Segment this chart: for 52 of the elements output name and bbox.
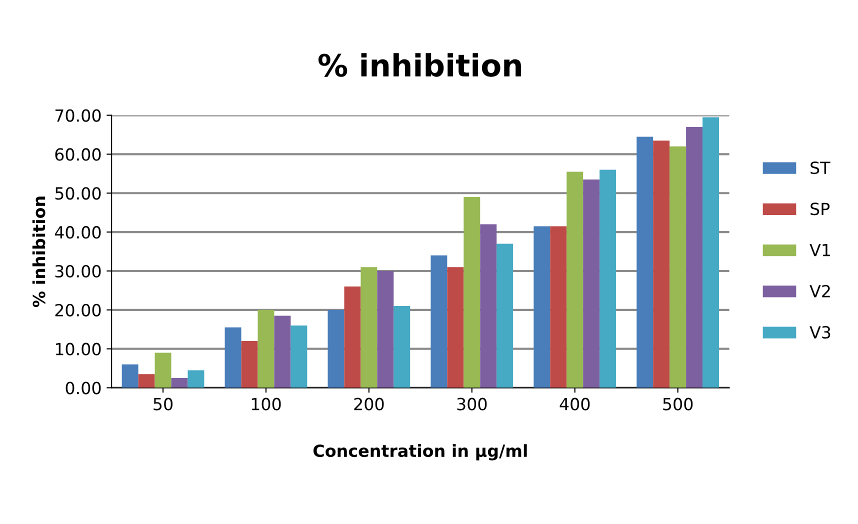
chart-title: % inhibition <box>318 53 521 77</box>
y-tick-label: 70.00 <box>55 109 101 122</box>
bar <box>241 341 258 388</box>
bar <box>188 370 204 388</box>
y-tick-label: 50.00 <box>55 187 101 200</box>
bar <box>138 374 155 388</box>
y-tick-label: 40.00 <box>54 226 101 239</box>
bar <box>702 117 720 388</box>
x-tick-label: 50 <box>154 398 173 410</box>
bar <box>258 310 274 388</box>
x-tick-label: 100 <box>252 398 281 410</box>
legend-label: ST <box>810 161 830 174</box>
y-tick-label: 0.00 <box>66 382 101 394</box>
legend-label: V2 <box>810 284 830 298</box>
bar <box>480 224 497 388</box>
bar <box>328 310 344 388</box>
bar <box>377 270 394 388</box>
x-tick-label: 500 <box>663 398 693 410</box>
bar <box>430 255 448 388</box>
legend-label: SP <box>810 202 830 216</box>
bar <box>344 286 361 388</box>
legend-label: V1 <box>810 244 830 256</box>
x-tick-label: 300 <box>457 398 487 410</box>
bar <box>360 267 378 388</box>
bar <box>464 197 480 388</box>
bar <box>290 325 308 388</box>
bar <box>394 306 410 388</box>
bar <box>550 226 567 388</box>
bar <box>653 140 670 388</box>
bar <box>583 180 600 388</box>
bar <box>447 267 464 388</box>
bar <box>224 327 242 388</box>
bar <box>122 364 138 388</box>
bar <box>496 244 514 388</box>
x-axis-title: Concentration in µg/ml <box>313 444 527 460</box>
x-tick-label: 400 <box>560 398 590 410</box>
y-tick-label: 10.00 <box>56 342 101 356</box>
y-tick-label: 30.00 <box>55 264 101 278</box>
bar <box>670 146 686 388</box>
bar <box>154 352 172 388</box>
bar <box>566 172 584 388</box>
y-axis-title: % inhibition <box>32 196 46 308</box>
y-tick-label: 60.00 <box>55 148 101 161</box>
bar <box>686 126 703 388</box>
bar <box>600 170 616 388</box>
bar <box>636 136 654 388</box>
bar <box>534 226 550 388</box>
y-tick-label: 20.00 <box>55 304 101 316</box>
legend-label: V3 <box>810 326 830 339</box>
bar <box>171 378 188 388</box>
bar <box>274 316 291 388</box>
x-tick-label: 200 <box>354 398 384 410</box>
